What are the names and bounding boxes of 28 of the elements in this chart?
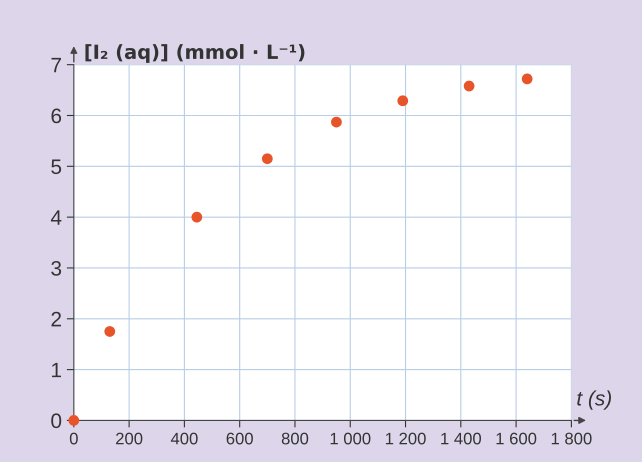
y-tick-label: 1: [52, 362, 62, 378]
point: [68, 415, 80, 426]
x-tick-label: 1 800: [552, 432, 592, 444]
x-tick-label: 800: [282, 432, 308, 444]
point: [397, 95, 408, 106]
point: [262, 153, 273, 164]
x-tick-label: 1 200: [386, 432, 426, 444]
x-tick-label: 1 400: [441, 432, 482, 444]
x-tick-label: 1 600: [496, 432, 536, 444]
point: [331, 116, 342, 128]
point: [191, 212, 202, 223]
y-tick-label: 7: [52, 58, 61, 72]
point: [522, 74, 533, 84]
y-tick-label: 5: [51, 160, 62, 174]
y-tick-label: 4: [50, 210, 62, 225]
x-tick-label: 200: [116, 432, 142, 444]
y-tick-label: 2: [51, 312, 61, 326]
x-tick-label: 0: [70, 432, 78, 444]
x-axis-title: t (s): [577, 390, 611, 410]
point: [104, 326, 116, 337]
x-tick-label: 1 000: [330, 432, 370, 444]
y-tick-label: 3: [51, 260, 62, 276]
x-tick-label: 600: [226, 432, 253, 444]
y-tick-label: 6: [51, 108, 62, 124]
y-axis-title: [I₂ (aq)] (mmol · L⁻¹): [85, 44, 304, 63]
y-tick-label: 0: [51, 413, 62, 428]
point: [464, 80, 474, 92]
x-tick-label: 400: [170, 432, 198, 444]
